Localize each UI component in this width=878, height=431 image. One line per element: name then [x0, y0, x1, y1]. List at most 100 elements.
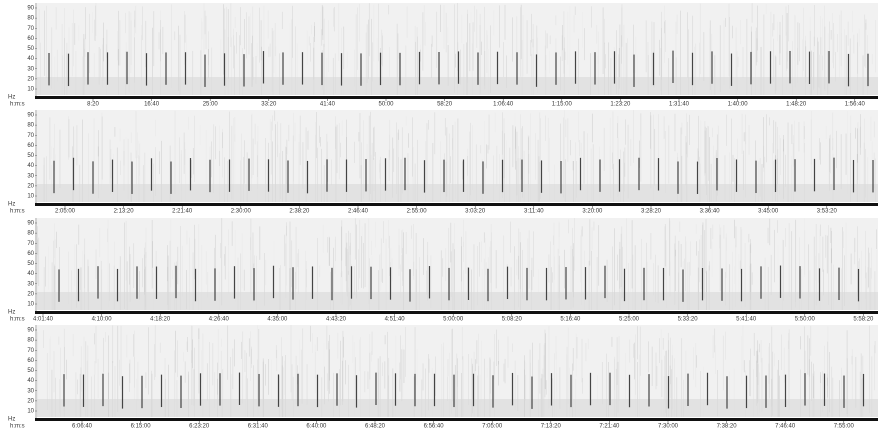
time-label: 3:53:20 — [817, 209, 838, 215]
time-label: 2:46:40 — [348, 209, 369, 215]
y-unit-label: Hz — [8, 202, 15, 208]
y-tick-label: 60 — [27, 251, 34, 257]
time-label: 1:15:00 — [552, 102, 573, 108]
time-label: 1:31:40 — [669, 102, 690, 108]
time-label: 6:06:40 — [72, 424, 93, 430]
y-tick-label: 30 — [27, 173, 34, 179]
y-tick-label: 20 — [27, 398, 34, 404]
time-label: 1:56:40 — [845, 102, 866, 108]
time-label: 4:51:40 — [385, 317, 406, 323]
time-label: 33:20 — [261, 102, 277, 108]
time-label: 2:55:00 — [407, 209, 428, 215]
time-label: 4:43:20 — [326, 317, 347, 323]
time-label: 7:55:00 — [834, 424, 855, 430]
time-label: 3:28:20 — [641, 209, 662, 215]
y-tick-label: 80 — [27, 16, 34, 22]
low-frequency-band — [37, 399, 878, 417]
time-label: 3:36:40 — [700, 209, 721, 215]
time-label: 5:58:20 — [853, 317, 874, 323]
pulse-train — [48, 50, 869, 87]
time-label: 7:05:00 — [482, 424, 503, 430]
time-label: 5:00:00 — [443, 317, 464, 323]
time-label: 4:10:00 — [92, 317, 113, 323]
pulse-train — [53, 157, 874, 194]
time-label: 5:33:20 — [678, 317, 699, 323]
time-axis-bar — [35, 203, 878, 206]
spectrogram-noise — [37, 325, 876, 417]
time-label: 5:25:00 — [619, 317, 640, 323]
time-label: 2:38:20 — [289, 209, 310, 215]
time-label: 1:40:00 — [728, 102, 749, 108]
time-label: 5:16:40 — [560, 317, 581, 323]
y-tick-label: 90 — [27, 328, 34, 334]
time-label: 6:15:00 — [131, 424, 152, 430]
time-label: 5:08:20 — [502, 317, 523, 323]
time-axis-bar — [35, 96, 878, 99]
y-unit-label: Hz — [8, 95, 15, 101]
time-label: 3:20:00 — [582, 209, 603, 215]
time-label: 8:20 — [87, 102, 99, 108]
time-label: 50:00 — [378, 102, 394, 108]
y-tick-label: 90 — [27, 113, 34, 119]
time-unit-label: h:m:s — [10, 317, 25, 323]
y-tick-label: 40 — [27, 56, 34, 62]
time-label: 3:03:20 — [465, 209, 486, 215]
y-tick-label: 80 — [27, 123, 34, 129]
time-label: 4:18:20 — [150, 317, 171, 323]
time-label: 5:41:40 — [736, 317, 757, 323]
y-tick-label: 90 — [27, 6, 34, 12]
time-label: 1:23:20 — [610, 102, 631, 108]
y-tick-label: 60 — [27, 143, 34, 149]
time-label: 6:31:40 — [248, 424, 269, 430]
y-tick-label: 60 — [27, 358, 34, 364]
y-tick-label: 10 — [27, 302, 34, 308]
y-unit-label: Hz — [8, 417, 15, 423]
time-label: 2:30:00 — [231, 209, 252, 215]
y-tick-label: 20 — [27, 291, 34, 297]
y-tick-label: 40 — [27, 163, 34, 169]
time-unit-label: h:m:s — [10, 209, 25, 215]
time-label: 2:13:20 — [114, 209, 135, 215]
time-label: 6:56:40 — [424, 424, 445, 430]
y-unit-label: Hz — [8, 310, 15, 316]
y-tick-label: 40 — [27, 271, 34, 277]
low-frequency-band — [37, 184, 878, 202]
time-label: 7:38:20 — [717, 424, 738, 430]
time-label: 2:05:00 — [55, 209, 76, 215]
time-label: 41:40 — [320, 102, 336, 108]
y-tick-label: 90 — [27, 221, 34, 227]
time-label: 7:21:40 — [599, 424, 620, 430]
time-label: 4:26:40 — [209, 317, 230, 323]
y-tick-label: 30 — [27, 281, 34, 287]
pulse-train — [63, 372, 865, 409]
y-tick-label: 70 — [27, 133, 34, 139]
y-tick-label: 40 — [27, 378, 34, 384]
time-label: 58:20 — [437, 102, 453, 108]
y-tick-label: 20 — [27, 183, 34, 189]
y-tick-label: 50 — [27, 153, 34, 159]
y-tick-label: 70 — [27, 241, 34, 247]
y-tick-label: 50 — [27, 46, 34, 52]
time-label: 16:40 — [144, 102, 160, 108]
y-tick-label: 80 — [27, 231, 34, 237]
y-tick-label: 10 — [27, 409, 34, 415]
y-tick-label: 70 — [27, 26, 34, 32]
time-label: 1:06:40 — [493, 102, 514, 108]
time-unit-label: h:m:s — [10, 102, 25, 108]
y-tick-label: 10 — [27, 87, 34, 93]
time-label: 2:21:40 — [172, 209, 193, 215]
y-tick-label: 30 — [27, 66, 34, 72]
time-label: 5:50:00 — [795, 317, 816, 323]
y-tick-label: 50 — [27, 368, 34, 374]
y-tick-label: 30 — [27, 388, 34, 394]
time-label: 7:13:20 — [541, 424, 562, 430]
time-label: 4:35:00 — [267, 317, 288, 323]
y-tick-label: 10 — [27, 194, 34, 200]
low-frequency-band — [37, 77, 878, 95]
y-tick-label: 60 — [27, 36, 34, 42]
time-label: 3:11:40 — [524, 209, 544, 215]
pulse-train — [58, 265, 860, 302]
time-label: 4:01:40 — [33, 317, 54, 323]
time-label: 7:30:00 — [658, 424, 679, 430]
